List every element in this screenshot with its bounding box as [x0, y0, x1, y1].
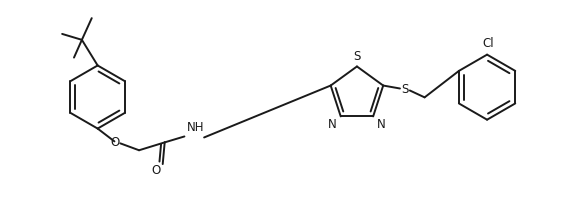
- Text: NH: NH: [186, 122, 204, 135]
- Text: N: N: [328, 118, 337, 131]
- Text: S: S: [401, 83, 409, 96]
- Text: S: S: [353, 49, 361, 62]
- Text: O: O: [111, 136, 120, 149]
- Text: N: N: [377, 118, 386, 131]
- Text: Cl: Cl: [482, 37, 494, 50]
- Text: O: O: [151, 164, 160, 177]
